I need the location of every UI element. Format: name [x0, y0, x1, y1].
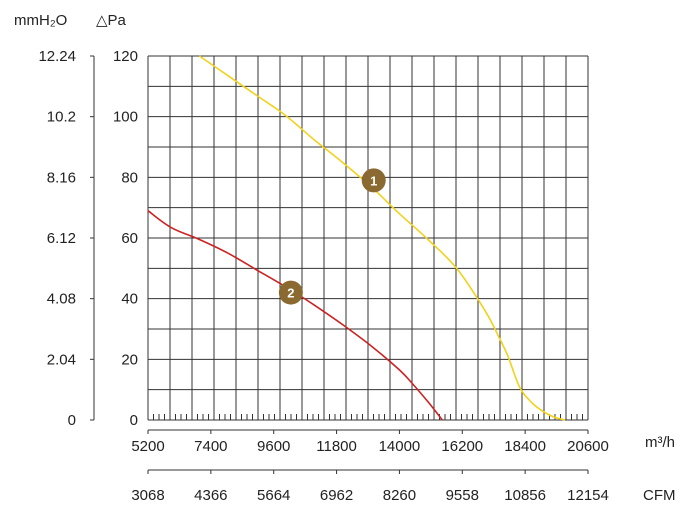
axes: [90, 55, 589, 474]
y-tick-label-pa: 120: [113, 48, 138, 65]
x-tick-label-m3h: 14000: [379, 438, 421, 455]
x-tick-label-cfm: 4366: [194, 487, 227, 504]
y-unit-mmh2o: mmH₂O: [14, 12, 67, 29]
y-tick-label-pa: 0: [130, 412, 138, 429]
y-tick-label-pa: 80: [121, 169, 138, 186]
series-label-2: 2: [287, 286, 294, 301]
series-lines: [147, 55, 566, 421]
y-tick-label-mmh2o: 4.08: [47, 291, 76, 308]
x-tick-label-m3h: 5200: [131, 438, 164, 455]
y-unit-pa: △Pa: [96, 12, 127, 29]
x-tick-label-m3h: 7400: [194, 438, 227, 455]
x-tick-label-cfm: 9558: [446, 487, 479, 504]
y-tick-label-mmh2o: 6.12: [47, 230, 76, 247]
series-label-1: 1: [370, 173, 377, 188]
y-tick-label-pa: 60: [121, 230, 138, 247]
x-tick-label-cfm: 12154: [567, 487, 609, 504]
x-tick-label-m3h: 18400: [504, 438, 546, 455]
x-unit-m3h: m³/h: [645, 434, 675, 451]
x-tick-label-m3h: 9600: [257, 438, 290, 455]
series-marker-1: [361, 168, 386, 193]
y-tick-label-pa: 40: [121, 291, 138, 308]
x-unit-cfm: CFM: [643, 487, 676, 504]
series-line-1: [198, 55, 566, 421]
x-tick-label-cfm: 3068: [131, 487, 164, 504]
x-tick-label-cfm: 8260: [383, 487, 416, 504]
y-tick-label-pa: 100: [113, 109, 138, 126]
x-tick-label-cfm: 10856: [504, 487, 546, 504]
series-marker-2: [278, 280, 303, 305]
y-tick-label-mmh2o: 2.04: [47, 351, 76, 368]
y-tick-label-pa: 20: [121, 351, 138, 368]
y-tick-label-mmh2o: 12.24: [38, 48, 76, 65]
y-tick-label-mmh2o: 8.16: [47, 169, 76, 186]
tick-labels: 0 20 40 60 80 100 120 0 2.04 4.08 6.12 8.16 10.2 12.2…: [38, 48, 608, 504]
series-markers: 12: [278, 168, 386, 305]
series-line-2: [147, 210, 443, 421]
x-tick-label-m3h: 16200: [441, 438, 483, 455]
y-tick-label-mmh2o: 10.2: [47, 109, 76, 126]
x-tick-label-cfm: 5664: [257, 487, 290, 504]
x-tick-label-cfm: 6962: [320, 487, 353, 504]
grid: [147, 55, 589, 421]
x-tick-label-m3h: 11800: [316, 438, 357, 455]
x-tick-label-m3h: 20600: [567, 438, 609, 455]
y-tick-label-mmh2o: 0: [68, 412, 76, 429]
